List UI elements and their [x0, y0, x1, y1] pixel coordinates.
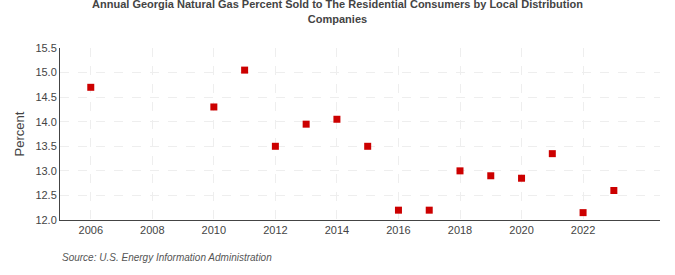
- svg-text:2008: 2008: [140, 224, 164, 236]
- svg-text:Percent: Percent: [12, 111, 27, 156]
- svg-text:14.5: 14.5: [35, 91, 56, 103]
- svg-text:15.0: 15.0: [35, 66, 56, 78]
- svg-text:12.0: 12.0: [35, 214, 56, 226]
- svg-text:Annual Georgia Natural Gas Per: Annual Georgia Natural Gas Percent Sold …: [92, 0, 583, 25]
- svg-text:12.5: 12.5: [35, 189, 56, 201]
- svg-text:2012: 2012: [263, 224, 287, 236]
- svg-text:14.0: 14.0: [35, 116, 56, 128]
- svg-text:2006: 2006: [79, 224, 103, 236]
- svg-text:2010: 2010: [202, 224, 226, 236]
- svg-text:2020: 2020: [509, 224, 533, 236]
- svg-text:13.5: 13.5: [35, 140, 56, 152]
- svg-text:15.5: 15.5: [35, 42, 56, 54]
- svg-text:2022: 2022: [571, 224, 595, 236]
- svg-text:2018: 2018: [448, 224, 472, 236]
- svg-text:13.0: 13.0: [35, 165, 56, 177]
- svg-text:2016: 2016: [386, 224, 410, 236]
- svg-text:Source: U.S. Energy Informatio: Source: U.S. Energy Information Administ…: [62, 252, 272, 263]
- svg-text:2014: 2014: [325, 224, 349, 236]
